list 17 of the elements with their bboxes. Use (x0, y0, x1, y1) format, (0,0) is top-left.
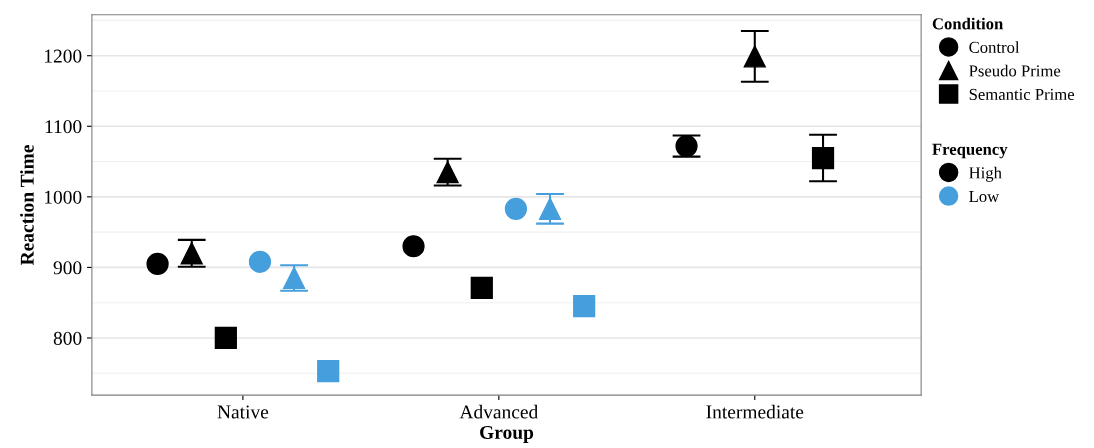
y-axis-title: Reaction Time (20, 145, 34, 266)
x-tick-label: Native (217, 405, 269, 419)
x-tick-label: Advanced (459, 404, 539, 419)
text: Frequency (932, 143, 1008, 159)
legend-title: Condition (932, 17, 1004, 30)
text: Low (969, 191, 1000, 203)
legend-label: Semantic Prime (969, 88, 1075, 101)
y-tick-label: 1100 (45, 120, 82, 134)
y-tick-label: 900 (53, 261, 82, 275)
x-axis-title: Group (480, 425, 534, 443)
y-tick-label: 1000 (45, 190, 82, 204)
text: High (969, 166, 1002, 182)
x-tick-label: Intermediate (706, 404, 804, 419)
y-tick-label: 1200 (45, 49, 82, 63)
legend-label: Control (969, 41, 1020, 53)
legend-label: Pseudo Prime (969, 64, 1061, 77)
y-tick-label: 800 (53, 331, 82, 345)
